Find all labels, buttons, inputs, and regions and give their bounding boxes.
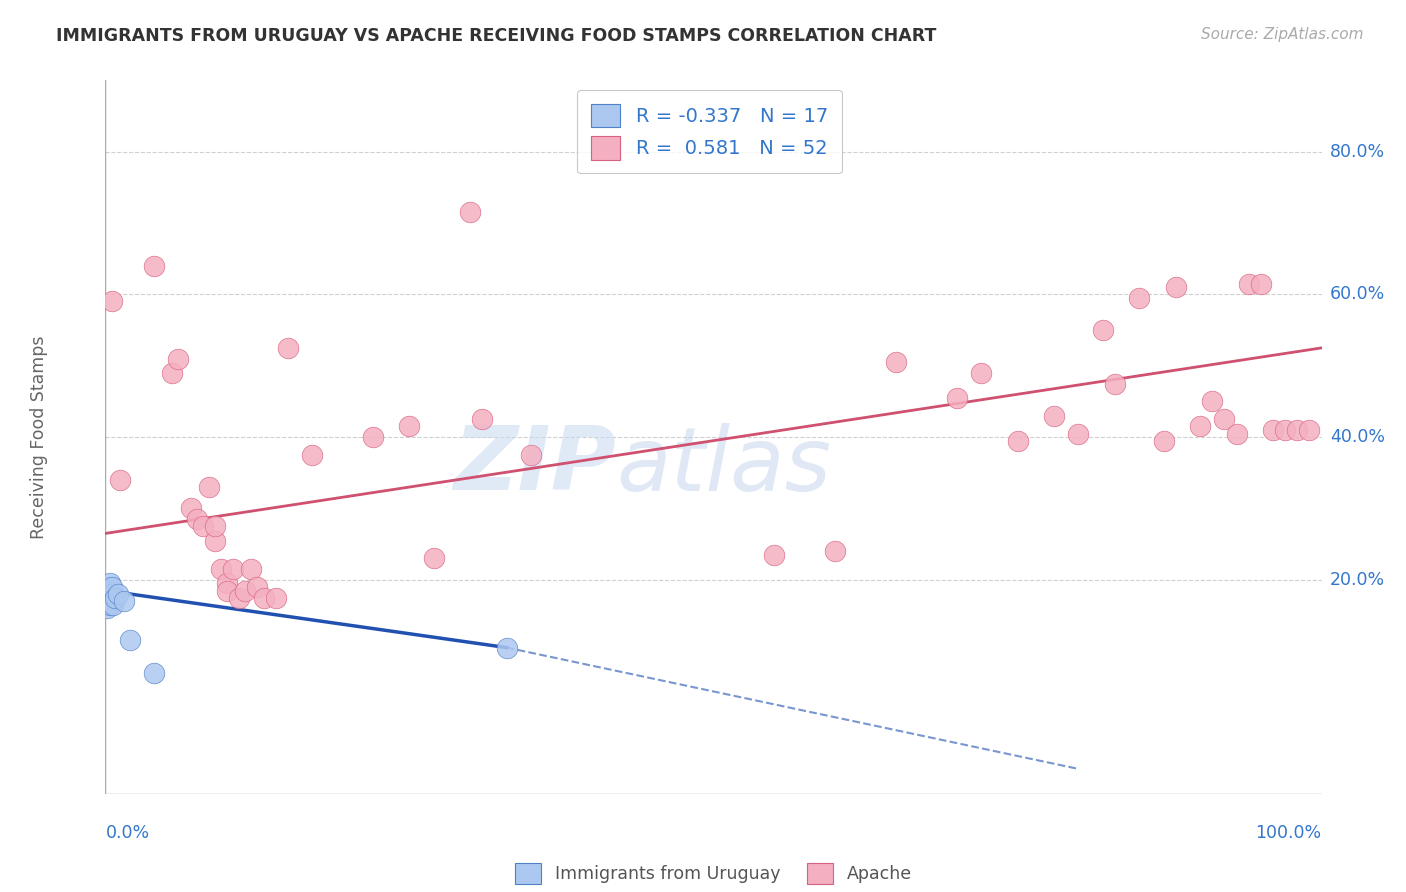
Point xyxy=(233,583,256,598)
Point xyxy=(1091,323,1114,337)
Point xyxy=(228,591,250,605)
Point xyxy=(301,448,323,462)
Point xyxy=(101,598,124,612)
Point xyxy=(98,598,121,612)
Text: atlas: atlas xyxy=(616,423,831,508)
Point xyxy=(1274,423,1296,437)
Point xyxy=(1237,277,1260,291)
Point xyxy=(222,562,245,576)
Point xyxy=(495,640,517,655)
Point xyxy=(1213,412,1236,426)
Point xyxy=(100,587,122,601)
Point xyxy=(100,294,122,309)
Point xyxy=(98,576,121,591)
Point xyxy=(198,480,221,494)
Point xyxy=(1225,426,1247,441)
Point xyxy=(1007,434,1029,448)
Point xyxy=(471,412,494,426)
Point xyxy=(107,587,129,601)
Point xyxy=(112,594,135,608)
Text: 20.0%: 20.0% xyxy=(1330,571,1385,589)
Point xyxy=(1104,376,1126,391)
Point xyxy=(143,259,166,273)
Point xyxy=(209,562,232,576)
Point xyxy=(1201,394,1223,409)
Point xyxy=(884,355,907,369)
Point xyxy=(98,594,121,608)
Point xyxy=(246,580,269,594)
Point xyxy=(1250,277,1272,291)
Point xyxy=(186,512,208,526)
Point xyxy=(1067,426,1090,441)
Point xyxy=(97,591,120,605)
Legend: Immigrants from Uruguay, Apache: Immigrants from Uruguay, Apache xyxy=(509,856,918,891)
Point xyxy=(1164,280,1187,294)
Point xyxy=(423,551,446,566)
Text: Source: ZipAtlas.com: Source: ZipAtlas.com xyxy=(1201,27,1364,42)
Point xyxy=(217,583,239,598)
Point xyxy=(162,366,184,380)
Point xyxy=(98,583,121,598)
Point xyxy=(1298,423,1320,437)
Text: 100.0%: 100.0% xyxy=(1256,824,1322,842)
Point xyxy=(167,351,190,366)
Point xyxy=(1128,291,1150,305)
Point xyxy=(1261,423,1284,437)
Point xyxy=(104,591,127,605)
Text: 80.0%: 80.0% xyxy=(1330,143,1385,161)
Point xyxy=(824,544,846,558)
Point xyxy=(361,430,384,444)
Point xyxy=(264,591,287,605)
Point xyxy=(100,580,122,594)
Point xyxy=(252,591,274,605)
Point xyxy=(277,341,299,355)
Text: Receiving Food Stamps: Receiving Food Stamps xyxy=(30,335,48,539)
Point xyxy=(520,448,543,462)
Point xyxy=(96,601,118,615)
Point xyxy=(217,576,239,591)
Point xyxy=(108,473,131,487)
Text: 0.0%: 0.0% xyxy=(105,824,149,842)
Point xyxy=(118,633,141,648)
Point xyxy=(1153,434,1175,448)
Point xyxy=(204,533,226,548)
Point xyxy=(945,391,967,405)
Text: 60.0%: 60.0% xyxy=(1330,285,1385,303)
Point xyxy=(763,548,786,562)
Point xyxy=(97,587,120,601)
Point xyxy=(204,519,226,533)
Point xyxy=(1286,423,1309,437)
Point xyxy=(970,366,993,380)
Text: ZIP: ZIP xyxy=(454,422,616,509)
Point xyxy=(458,205,481,219)
Point xyxy=(1043,409,1066,423)
Point xyxy=(191,519,214,533)
Point xyxy=(1189,419,1212,434)
Text: 40.0%: 40.0% xyxy=(1330,428,1385,446)
Point xyxy=(398,419,420,434)
Text: IMMIGRANTS FROM URUGUAY VS APACHE RECEIVING FOOD STAMPS CORRELATION CHART: IMMIGRANTS FROM URUGUAY VS APACHE RECEIV… xyxy=(56,27,936,45)
Point xyxy=(180,501,202,516)
Point xyxy=(240,562,263,576)
Point xyxy=(143,665,166,680)
Point xyxy=(98,580,121,594)
